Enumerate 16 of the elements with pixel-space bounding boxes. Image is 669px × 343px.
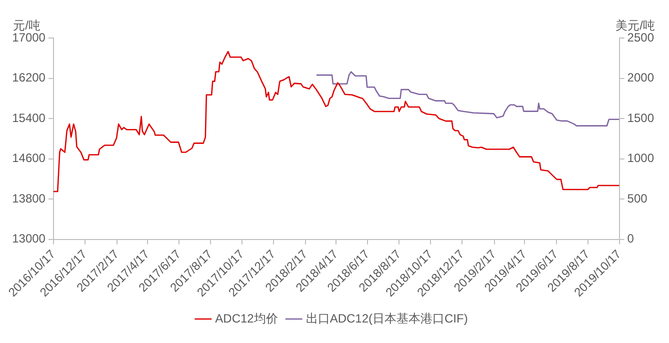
y-tick-label: 15400: [12, 110, 46, 125]
y2-tick-label: 500: [627, 191, 648, 206]
y2-tick-label: 2000: [627, 70, 654, 85]
y-tick-label: 16200: [12, 70, 46, 85]
y-tick-label: 14600: [12, 151, 46, 166]
legend-label: 出口ADC12(日本基本港口CIF): [306, 311, 468, 326]
legend-label: ADC12均价: [215, 311, 278, 326]
y-tick-label: 13800: [12, 191, 46, 206]
y2-tick-label: 1000: [627, 151, 654, 166]
y-tick-label: 17000: [12, 30, 46, 44]
y2-tick-label: 2500: [627, 30, 654, 44]
y2-tick-label: 1500: [627, 110, 654, 125]
y2-tick-label: 0: [627, 232, 634, 246]
y2-axis-title: 美元/吨: [616, 18, 655, 32]
y-axis-title: 元/吨: [13, 18, 40, 32]
y-tick-label: 13000: [12, 232, 46, 246]
